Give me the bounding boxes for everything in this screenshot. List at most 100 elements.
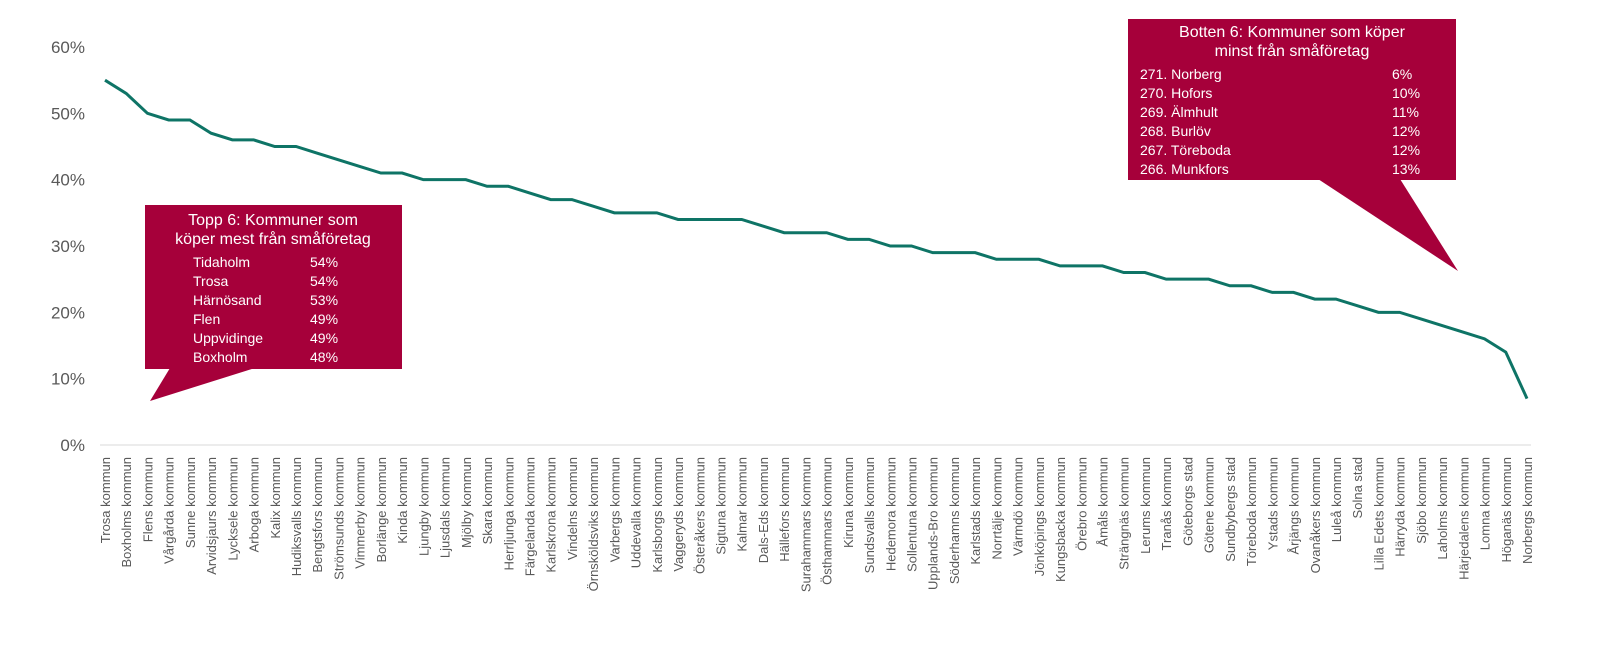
callout-box (145, 205, 402, 369)
callout-value: 49% (310, 330, 338, 346)
callout-name: Flen (193, 311, 220, 327)
x-tick-label: Varbergs kommun (607, 457, 622, 562)
x-tick-label: Laholms kommun (1435, 457, 1450, 560)
callout-name: Härnösand (193, 292, 262, 308)
callout-value: 53% (310, 292, 338, 308)
x-tick-label: Norbergs kommun (1520, 457, 1535, 564)
x-tick-label: Lomna kommun (1478, 457, 1493, 550)
x-tick-label: Hudiksvalls kommun (289, 457, 304, 576)
callout-title: köper mest från småföretag (175, 230, 371, 248)
y-tick-label: 20% (51, 303, 85, 322)
x-tick-label: Härjedalens kommun (1456, 457, 1471, 580)
callout-value: 12% (1392, 123, 1420, 139)
callout-title: minst från småföretag (1215, 42, 1370, 60)
callout-value: 11% (1392, 104, 1419, 120)
callout-title: Topp 6: Kommuner som (188, 212, 358, 229)
x-tick-label: Kungsbacka kommun (1053, 457, 1068, 582)
x-tick-label: Kinda kommun (395, 457, 410, 544)
x-tick-label: Sundbybergs stad (1223, 457, 1238, 562)
callout-value: 10% (1392, 85, 1420, 101)
x-tick-label: Sigtuna kommun (713, 457, 728, 555)
callout-name: Tidaholm (193, 254, 250, 270)
callout-pointer (150, 368, 255, 401)
x-tick-label: Värmdö kommun (1011, 457, 1026, 556)
x-tick-label: Norrtälje kommun (989, 457, 1004, 560)
callout-name: 267. Töreboda (1140, 142, 1231, 158)
x-tick-label: Härryda kommun (1393, 457, 1408, 557)
x-tick-label: Boxholms kommun (119, 457, 134, 568)
callout-value: 54% (310, 254, 338, 270)
x-tick-label: Göteborgs stad (1180, 457, 1195, 546)
callout-name: 269. Älmhult (1140, 104, 1218, 120)
callout-name: 271. Norberg (1140, 66, 1222, 82)
x-tick-label: Östhammars kommun (820, 457, 835, 585)
x-tick-label: Kalmar kommun (735, 457, 750, 552)
x-tick-label: Örnsköldsviks kommun (586, 457, 601, 591)
x-tick-label: Surahammars kommun (798, 457, 813, 592)
x-tick-label: Lerums kommun (1138, 457, 1153, 554)
x-tick-label: Tranås kommun (1159, 457, 1174, 550)
x-tick-label: Karlstads kommun (968, 457, 983, 565)
callout-value: 13% (1392, 161, 1420, 177)
x-tick-label: Karlskrona kommun (544, 457, 559, 573)
x-tick-label: Kalix kommun (268, 457, 283, 539)
y-tick-label: 0% (60, 436, 85, 455)
x-tick-label: Söderhamns kommun (947, 457, 962, 584)
callout-name: 270. Hofors (1140, 85, 1212, 101)
x-tick-label: Herrljunga kommun (501, 457, 516, 570)
x-tick-label: Borlänge kommun (374, 457, 389, 563)
x-tick-label: Trosa kommun (98, 457, 113, 543)
x-tick-label: Ljungby kommun (416, 457, 431, 556)
x-tick-label: Österåkers kommun (692, 457, 707, 574)
x-tick-label: Sjöbo kommun (1414, 457, 1429, 544)
x-tick-label: Arvidsjaurs kommun (204, 457, 219, 575)
x-tick-label: Luleå kommun (1329, 457, 1344, 542)
x-tick-label: Hällefors kommun (777, 457, 792, 562)
x-tick-label: Karlsborgs kommun (650, 457, 665, 573)
x-tick-label: Jönköpings kommun (1032, 457, 1047, 576)
callout-name: Trosa (193, 273, 228, 289)
x-tick-label: Ystads kommun (1265, 457, 1280, 550)
x-tick-label: Sollentuna kommun (905, 457, 920, 572)
callout-value: 49% (310, 311, 338, 327)
x-tick-label: Uddevalla kommun (629, 457, 644, 568)
x-tick-label: Skara kommun (480, 457, 495, 544)
x-tick-label: Strängnäs kommun (1117, 457, 1132, 570)
callout-value: 6% (1392, 66, 1412, 82)
y-tick-label: 30% (51, 237, 85, 256)
x-tick-label: Mjölby kommun (459, 457, 474, 548)
x-tick-label: Sundsvalls kommun (862, 457, 877, 573)
x-tick-label: Götene kommun (1202, 457, 1217, 553)
x-tick-label: Töreboda kommun (1244, 457, 1259, 566)
x-tick-label: Vaggeryds kommun (671, 457, 686, 572)
x-tick-label: Vindelns kommun (565, 457, 580, 560)
x-tick-label: Färgelanda kommun (522, 457, 537, 576)
x-tick-label: Lycksele kommun (225, 457, 240, 561)
y-tick-label: 60% (51, 38, 85, 57)
x-tick-label: Strömsunds kommun (331, 457, 346, 580)
callout-box (1128, 19, 1456, 180)
y-tick-label: 50% (51, 104, 85, 123)
x-tick-label: Örebro kommun (1074, 457, 1089, 551)
callout-value: 48% (310, 349, 338, 365)
callout-pointer (1318, 179, 1458, 271)
y-tick-label: 40% (51, 171, 85, 190)
x-tick-label: Arboga kommun (247, 457, 262, 552)
x-tick-label: Lilla Edets kommun (1371, 457, 1386, 570)
callout-value: 54% (310, 273, 338, 289)
y-tick-label: 10% (51, 370, 85, 389)
x-tick-label: Åmåls kommun (1096, 457, 1111, 547)
x-tick-label: Dals-Eds kommun (756, 457, 771, 563)
x-tick-label: Ljusdals kommun (438, 457, 453, 558)
callout-title: Botten 6: Kommuner som köper (1179, 24, 1406, 41)
x-tick-label: Höganäs kommun (1499, 457, 1514, 563)
x-tick-label: Hedemora kommun (883, 457, 898, 571)
x-tick-label: Vimmerby kommun (353, 457, 368, 569)
x-tick-label: Årjängs kommun (1287, 457, 1302, 555)
x-tick-label: Sunne kommun (183, 457, 198, 548)
x-tick-label: Ovanåkers kommun (1308, 457, 1323, 573)
x-tick-label: Vårgårda kommun (162, 457, 177, 564)
